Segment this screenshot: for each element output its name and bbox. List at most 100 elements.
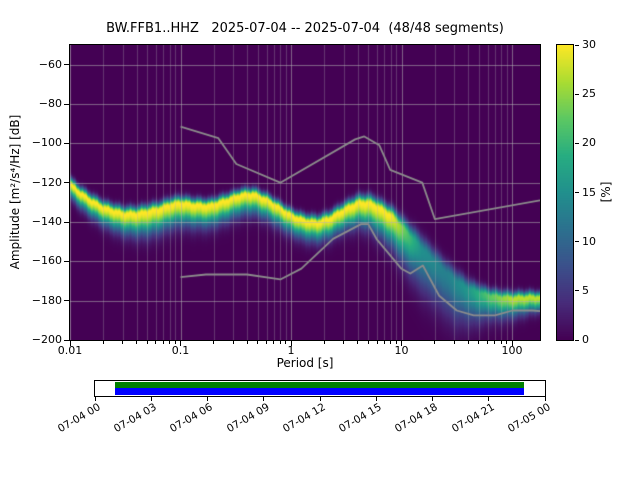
x-minor-tick-mark [367,341,369,344]
x-minor-tick-mark [343,341,345,344]
y-tick-mark [64,260,69,262]
x-tick-label: 0.1 [171,344,190,357]
x-minor-tick-mark [357,341,359,344]
x-tick-mark [401,341,403,346]
timeline-tick-mark [375,397,377,401]
colorbar-tick-mark [575,339,579,341]
x-axis-label: Period [s] [276,356,334,370]
y-tick-mark [64,221,69,223]
x-minor-tick-mark [467,341,469,344]
x-minor-tick-mark [102,341,104,344]
x-minor-tick-mark [453,341,455,344]
colorbar-tick-label: 20 [582,136,596,150]
y-tick-label: −200 [31,333,62,346]
timeline-tick-mark [319,397,321,401]
x-tick-label: 100 [501,344,523,357]
x-minor-tick-mark [323,341,325,344]
timeline-tick-label: 07-04 21 [449,401,497,436]
x-minor-tick-mark [285,341,287,344]
y-tick-label: −160 [31,254,62,268]
y-tick-mark [64,300,69,302]
x-minor-tick-mark [506,341,508,344]
y-tick-label: −100 [31,136,62,150]
y-tick-label: −180 [31,293,62,307]
x-minor-tick-mark [383,341,385,344]
timeline-tick-mark [263,397,265,401]
y-tick-label: −120 [31,175,62,189]
timeline-coverage-green [115,382,524,388]
colorbar-tick-label: 10 [582,234,596,248]
colorbar-tick-label: 0 [582,333,589,346]
y-tick-label: −80 [38,97,62,110]
x-minor-tick-mark [155,341,157,344]
x-minor-tick-mark [146,341,148,344]
colorbar-tick-mark [575,142,579,144]
x-minor-tick-mark [487,341,489,344]
timeline-tick-label: 07-04 18 [393,401,440,436]
timeline-tick-label: 07-04 09 [224,401,272,436]
x-minor-tick-mark [395,341,397,344]
x-tick-mark [290,341,292,346]
x-tick-mark [511,341,513,346]
colorbar-tick-label: 25 [582,87,596,101]
y-tick-label: −140 [31,215,62,228]
timeline-bar [94,380,546,397]
x-minor-tick-mark [136,341,138,344]
timeline-coverage-blue [115,388,524,395]
x-minor-tick-mark [478,341,480,344]
x-tick-mark [180,341,181,346]
y-tick-mark [64,103,69,105]
x-minor-tick-mark [273,341,275,344]
colorbar-tick-label: 5 [582,283,589,297]
x-minor-tick-mark [162,341,164,344]
timeline-tick-mark [432,397,433,401]
x-minor-tick-mark [232,341,234,344]
y-tick-label: −60 [38,57,62,71]
timeline-tick-mark [544,397,546,401]
colorbar-gradient-canvas [557,45,573,340]
x-minor-tick-mark [390,341,392,344]
colorbar-tick-label: 30 [582,38,596,51]
x-tick-label: 1 [287,344,295,357]
x-minor-tick-mark [500,341,502,344]
colorbar-tick-mark [575,290,579,292]
timeline-tick-label: 07-04 06 [168,401,215,436]
x-minor-tick-mark [279,341,281,344]
x-minor-tick-mark [434,341,436,344]
y-tick-mark [64,142,69,144]
timeline-tick-mark [207,397,208,401]
x-minor-tick-mark [376,341,378,344]
timeline-tick-label: 07-05 00 [505,401,553,436]
x-minor-tick-mark [266,341,267,344]
timeline-tick-mark [488,397,490,401]
y-tick-mark [64,64,69,66]
x-minor-tick-mark [174,341,176,344]
colorbar-label: [%] [599,181,613,203]
colorbar-tick-mark [575,44,579,46]
timeline-tick-mark [94,397,96,401]
x-minor-tick-mark [494,341,496,344]
timeline-tick-label: 07-04 03 [111,401,159,436]
y-tick-mark [64,339,69,341]
x-minor-tick-mark [257,341,259,344]
colorbar-tick-mark [575,241,579,243]
chart-title: BW.FFB1..HHZ 2025-07-04 -- 2025-07-04 (4… [106,21,504,36]
timeline-tick-mark [150,397,152,401]
timeline-tick-label: 07-04 15 [336,401,384,436]
colorbar-tick-label: 15 [582,185,596,199]
x-minor-tick-mark [246,341,248,344]
x-tick-label: 0.01 [57,344,83,357]
colorbar-tick-mark [575,192,579,193]
y-tick-mark [64,182,69,184]
x-tick-mark [69,341,71,346]
psd-plot-area [69,44,541,341]
timeline-tick-label: 07-04 00 [55,401,103,436]
x-minor-tick-mark [169,341,171,344]
timeline-tick-label: 07-04 12 [280,401,328,436]
psd-heatmap-canvas [70,45,540,340]
colorbar-tick-mark [575,93,579,95]
x-minor-tick-mark [213,341,215,344]
x-minor-tick-mark [122,341,124,344]
colorbar [556,44,574,341]
